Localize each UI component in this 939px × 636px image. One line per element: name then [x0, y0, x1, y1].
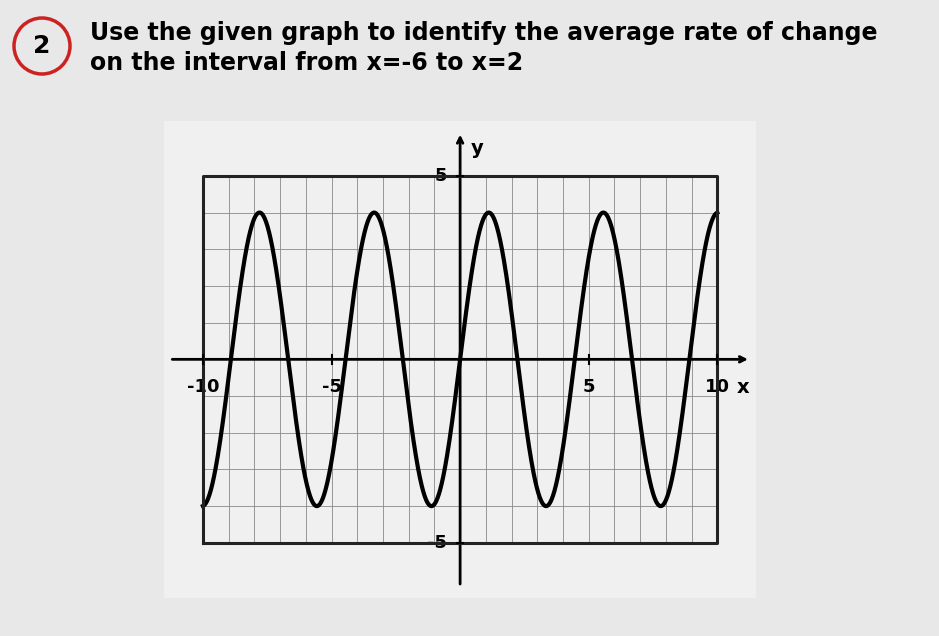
Text: 5: 5 — [582, 378, 595, 396]
Text: 2: 2 — [33, 34, 51, 58]
Text: x: x — [737, 378, 749, 397]
Text: on the interval from x=-6 to x=2: on the interval from x=-6 to x=2 — [90, 51, 523, 75]
Text: -10: -10 — [187, 378, 219, 396]
Text: 10: 10 — [705, 378, 730, 396]
Text: -5: -5 — [321, 378, 342, 396]
Text: -5: -5 — [427, 534, 447, 552]
Text: 5: 5 — [435, 167, 447, 185]
Text: Use the given graph to identify the average rate of change: Use the given graph to identify the aver… — [90, 21, 878, 45]
Text: y: y — [470, 139, 484, 158]
